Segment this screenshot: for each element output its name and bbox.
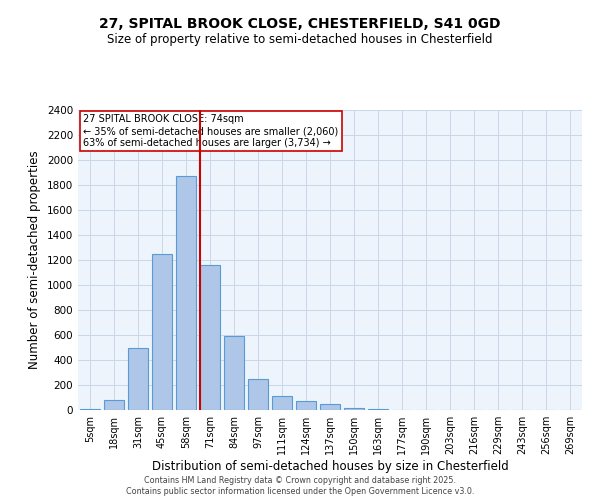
Text: 27 SPITAL BROOK CLOSE: 74sqm
← 35% of semi-detached houses are smaller (2,060)
6: 27 SPITAL BROOK CLOSE: 74sqm ← 35% of se… bbox=[83, 114, 338, 148]
Bar bbox=[176, 176, 196, 410]
Text: 27, SPITAL BROOK CLOSE, CHESTERFIELD, S41 0GD: 27, SPITAL BROOK CLOSE, CHESTERFIELD, S4… bbox=[99, 18, 501, 32]
X-axis label: Distribution of semi-detached houses by size in Chesterfield: Distribution of semi-detached houses by … bbox=[152, 460, 508, 473]
Bar bbox=[80, 409, 100, 410]
Text: Contains HM Land Registry data © Crown copyright and database right 2025.: Contains HM Land Registry data © Crown c… bbox=[144, 476, 456, 485]
Bar bbox=[344, 408, 364, 410]
Bar bbox=[272, 396, 292, 410]
Bar bbox=[296, 401, 316, 410]
Bar bbox=[128, 348, 148, 410]
Bar bbox=[152, 254, 172, 410]
Bar bbox=[320, 404, 340, 410]
Bar bbox=[104, 400, 124, 410]
Bar bbox=[200, 265, 220, 410]
Text: Size of property relative to semi-detached houses in Chesterfield: Size of property relative to semi-detach… bbox=[107, 32, 493, 46]
Text: Contains public sector information licensed under the Open Government Licence v3: Contains public sector information licen… bbox=[126, 487, 474, 496]
Bar bbox=[248, 380, 268, 410]
Bar bbox=[224, 336, 244, 410]
Y-axis label: Number of semi-detached properties: Number of semi-detached properties bbox=[28, 150, 41, 370]
Bar bbox=[368, 409, 388, 410]
